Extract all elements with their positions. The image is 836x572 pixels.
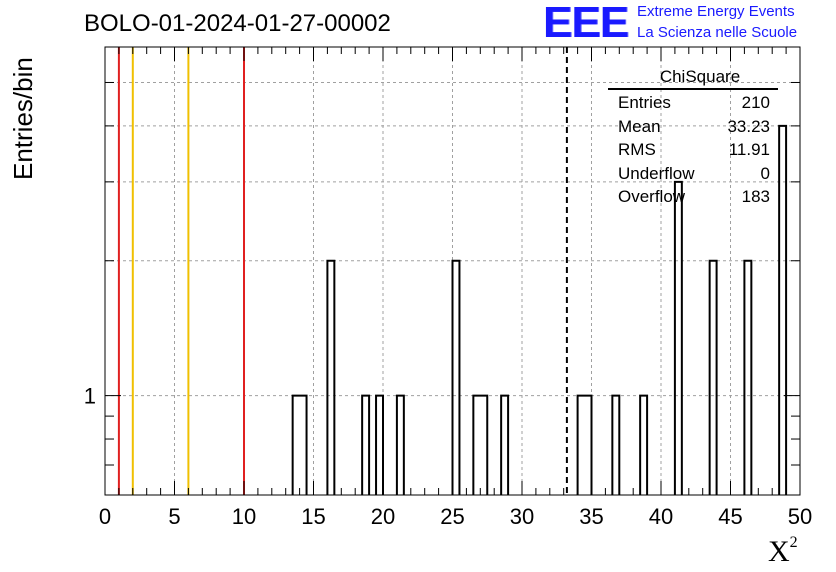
- stats-label: Entries: [618, 93, 671, 112]
- x-tick-label: 40: [649, 504, 673, 529]
- histogram-bin: [611, 394, 621, 495]
- histogram-bin: [500, 394, 510, 495]
- x-tick-label: 10: [232, 504, 256, 529]
- histogram-bin: [361, 394, 371, 495]
- x-axis-label-text: X: [768, 535, 790, 568]
- x-tick-label: 15: [301, 504, 325, 529]
- histogram-bin: [395, 394, 405, 495]
- stats-value: 210: [741, 93, 770, 112]
- histogram-bin: [291, 394, 308, 495]
- chart-title: BOLO-01-2024-01-27-00002: [84, 10, 391, 37]
- stats-row: Overflow 183: [612, 185, 778, 209]
- stats-value: 11.91: [728, 140, 770, 159]
- x-axis-label-superscript: 2: [789, 534, 798, 551]
- histogram-bin: [743, 259, 753, 495]
- stats-value: 0: [760, 163, 770, 183]
- x-tick-label: 20: [371, 504, 395, 529]
- histogram-bin: [472, 394, 489, 495]
- stats-label: Underflow: [618, 163, 695, 183]
- x-axis-label: X2: [768, 534, 798, 569]
- stats-box-title: ChiSquare: [659, 67, 741, 86]
- histogram-bin: [576, 394, 593, 495]
- x-tick-label: 45: [718, 504, 742, 529]
- eee-logo-mark: EEE: [543, 0, 629, 47]
- histogram-bin: [673, 180, 683, 495]
- x-tick-label: 35: [579, 504, 603, 529]
- stats-label: Overflow: [618, 187, 686, 206]
- logo-line-2: La Scienza nelle Scuole: [637, 24, 798, 41]
- stats-row: RMS 11.91: [612, 138, 778, 162]
- stats-box-rule: [608, 88, 778, 90]
- x-tick-label: 50: [788, 504, 812, 529]
- stats-row: Entries 210: [612, 91, 778, 115]
- histogram-bin: [375, 394, 384, 495]
- x-tick-label: 30: [510, 504, 534, 529]
- x-tick-label: 25: [440, 504, 464, 529]
- y-axis-label: Entries/bin: [8, 57, 38, 180]
- histogram-bin: [639, 394, 649, 495]
- stats-label: RMS: [618, 140, 656, 159]
- x-tick-label: 5: [168, 504, 180, 529]
- logo-line-1: Extreme Energy Events: [637, 3, 795, 20]
- histogram-bin: [778, 124, 788, 495]
- histogram-bin: [326, 259, 336, 495]
- eee-logo: EEE Extreme Energy Events La Scienza nel…: [543, 0, 833, 47]
- stats-label: Mean: [618, 116, 661, 136]
- stats-row: Underflow 0: [612, 162, 778, 186]
- histogram-bin: [708, 259, 718, 495]
- stats-value: 33.23: [727, 116, 770, 136]
- x-tick-label: 0: [99, 504, 111, 529]
- y-tick-label: 1: [84, 384, 96, 409]
- stats-box: ChiSquare Entries 210 Mean 33.23 RMS 11.91 …: [608, 66, 778, 209]
- stats-value: 183: [741, 187, 770, 206]
- stats-row: Mean 33.23: [612, 115, 778, 139]
- histogram-bin: [451, 259, 461, 495]
